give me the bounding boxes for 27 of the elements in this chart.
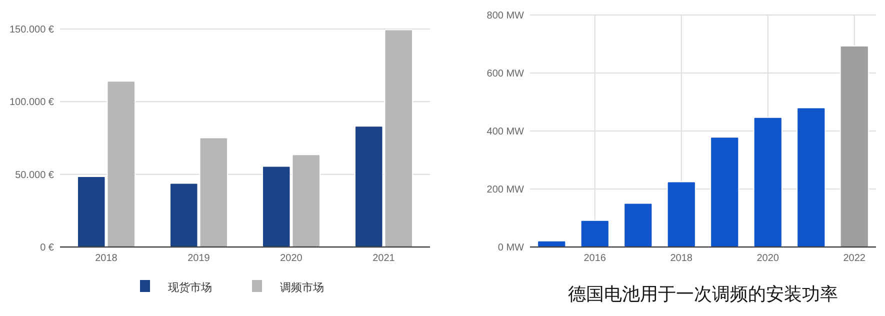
- y-tick-label: 0 €: [40, 242, 54, 254]
- bar: [666, 181, 696, 248]
- x-tick-label: 2022: [843, 253, 866, 264]
- bar: [580, 220, 610, 248]
- x-tick-label: 2018: [670, 253, 693, 264]
- x-tick-label: 2018: [95, 253, 118, 264]
- y-tick-label: 50.000 €: [15, 170, 54, 181]
- bar: [840, 46, 869, 248]
- y-tick-label: 600 MW: [486, 68, 525, 80]
- x-tick-label: 2019: [188, 253, 210, 264]
- legend-label: 调频市场: [280, 281, 324, 294]
- y-tick-label: 800 MW: [486, 10, 525, 22]
- x-tick-label: 2021: [372, 253, 396, 264]
- bar: [624, 202, 653, 248]
- x-tick-label: 2016: [584, 253, 606, 264]
- y-tick-label: 100.000 €: [10, 97, 54, 108]
- y-tick-label: 400 MW: [486, 126, 525, 138]
- y-tick-label: 200 MW: [486, 184, 525, 196]
- bar: [796, 107, 826, 248]
- text: 德国电池用于一次调频的安装功率: [568, 284, 838, 304]
- x-tick-label: 2020: [280, 253, 303, 264]
- y-tick-label: 0 MW: [498, 242, 525, 254]
- bar: [710, 136, 740, 248]
- legend-label: 现货市场: [168, 281, 212, 294]
- y-tick-label: 150.000 €: [10, 24, 54, 36]
- x-tick-label: 2020: [756, 253, 780, 264]
- bar: [753, 116, 782, 248]
